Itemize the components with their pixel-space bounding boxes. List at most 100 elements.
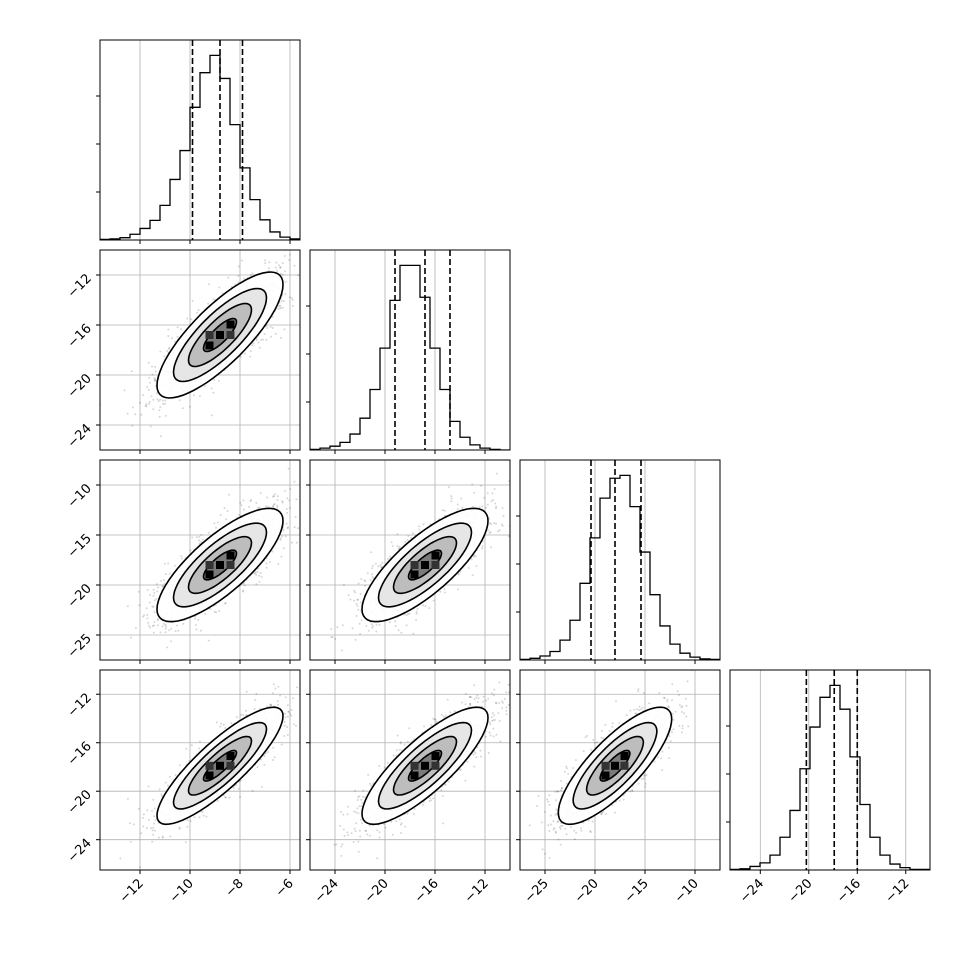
scatter-point	[353, 599, 355, 602]
scatter-point	[405, 624, 408, 627]
scatter-point	[307, 471, 309, 473]
scatter-point	[159, 350, 162, 353]
scatter-point	[168, 572, 171, 575]
scatter-point	[275, 261, 278, 264]
scatter-point	[257, 506, 259, 509]
scatter-point	[443, 509, 446, 512]
scatter-point	[164, 624, 167, 626]
scatter-point	[490, 546, 492, 549]
scatter-point	[165, 625, 167, 628]
scatter-point	[387, 557, 389, 560]
scatter-point	[486, 503, 489, 506]
scatter-point	[152, 594, 155, 597]
scatter-point	[181, 407, 184, 410]
scatter-point	[158, 409, 161, 412]
scatter-point	[286, 497, 289, 500]
scatter-point	[507, 535, 510, 538]
scatter-point	[253, 572, 256, 575]
scatter-point	[168, 346, 171, 349]
scatter-point	[218, 286, 221, 289]
scatter-point	[154, 370, 157, 373]
scatter-point	[483, 496, 486, 499]
scatter-point	[282, 529, 285, 532]
scatter-point	[249, 350, 252, 353]
scatter-point	[215, 526, 217, 529]
scatter-point	[461, 506, 464, 509]
scatter-point	[277, 307, 280, 310]
scatter-point	[167, 562, 170, 565]
scatter-point	[349, 598, 352, 601]
scatter-point	[263, 333, 266, 336]
scatter-point	[186, 317, 189, 320]
scatter-point	[285, 508, 288, 510]
scatter-point	[281, 273, 284, 276]
scatter-point	[380, 566, 383, 569]
scatter-point	[154, 384, 157, 387]
histogram-panel-3	[730, 670, 930, 870]
scatter-point	[153, 379, 156, 382]
scatter-point	[302, 528, 304, 530]
scatter-point	[495, 505, 498, 508]
scatter-point	[151, 605, 154, 608]
scatter-point	[249, 500, 252, 503]
scatter-point	[471, 483, 474, 486]
scatter-point	[337, 492, 339, 494]
scatter-point	[279, 304, 282, 307]
scatter-point	[288, 258, 291, 261]
scatter-point	[494, 507, 497, 510]
scatter-point	[347, 594, 350, 596]
scatter-point	[411, 532, 414, 535]
scatter-point	[152, 631, 155, 634]
scatter-point	[375, 623, 378, 626]
scatter-point	[282, 300, 285, 303]
scatter-point	[289, 507, 291, 509]
scatter-point	[163, 355, 166, 358]
scatter-point	[293, 526, 296, 529]
x-tick-label: −20	[786, 876, 816, 906]
scatter-point	[148, 381, 151, 384]
scatter-point	[266, 327, 269, 329]
scatter-point	[159, 406, 162, 409]
scatter-point	[154, 380, 157, 383]
histogram-steps	[520, 474, 720, 660]
scatter-point	[274, 332, 277, 335]
scatter-point	[213, 611, 216, 613]
scatter-point	[142, 615, 145, 618]
scatter-point	[272, 495, 274, 498]
scatter-point	[342, 584, 345, 586]
scatter-point	[157, 400, 160, 402]
scatter-point	[293, 480, 296, 483]
scatter-point	[265, 505, 267, 508]
scatter-point	[472, 505, 475, 508]
scatter-point	[396, 533, 399, 536]
scatter-point	[295, 541, 298, 544]
scatter-point	[242, 582, 245, 585]
y-tick-label: −20	[65, 371, 95, 401]
scatter-point	[456, 503, 459, 506]
scatter-point	[189, 549, 192, 552]
scatter-point	[497, 530, 499, 533]
scatter-point	[153, 591, 156, 594]
scatter-point	[215, 611, 218, 614]
scatter-point	[304, 267, 306, 269]
scatter-point	[224, 602, 227, 604]
scatter-point	[240, 504, 243, 507]
scatter-point	[354, 638, 357, 641]
scatter-point	[502, 514, 505, 517]
histogram-steps	[730, 684, 930, 870]
scatter-point	[166, 646, 169, 649]
scatter-point	[218, 609, 221, 612]
scatter-point	[304, 265, 306, 267]
scatter-point	[258, 346, 261, 349]
scatter-point	[391, 545, 394, 548]
scatter-point	[170, 627, 173, 630]
y-tick-label: −15	[65, 531, 95, 561]
scatter-point	[307, 497, 309, 499]
scatter-point	[155, 392, 158, 395]
scatter-point	[255, 339, 258, 341]
x-tick-label: −24	[737, 876, 767, 906]
scatter-point	[159, 579, 162, 582]
scatter-point	[134, 413, 137, 416]
scatter-point	[147, 624, 150, 627]
scatter-point	[289, 253, 292, 256]
